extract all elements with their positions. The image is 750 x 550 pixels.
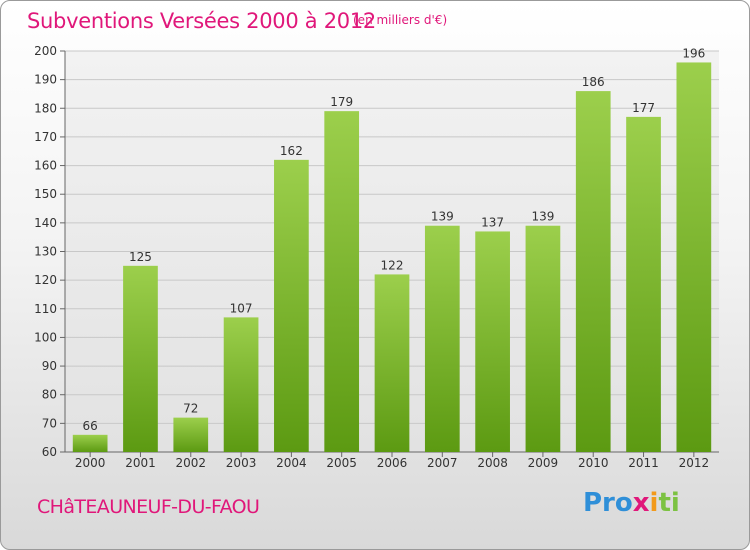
x-tick-label: 2012 (679, 456, 710, 470)
data-label: 137 (481, 215, 504, 229)
y-tick-label: 160 (34, 159, 57, 173)
bar-2001 (123, 265, 158, 452)
x-tick-label: 2010 (578, 456, 609, 470)
bar-2000 (72, 434, 108, 452)
data-label: 179 (330, 95, 353, 109)
x-tick-label: 2002 (175, 456, 206, 470)
x-tick-label: 2003 (226, 456, 257, 470)
data-label: 162 (280, 144, 303, 158)
y-tick-label: 170 (34, 130, 57, 144)
data-label: 186 (582, 75, 605, 89)
bar-2009 (525, 225, 561, 452)
x-tick-label: 2008 (477, 456, 508, 470)
y-tick-label: 90 (42, 359, 57, 373)
x-tick-label: 2005 (326, 456, 357, 470)
data-label: 196 (682, 46, 705, 60)
data-label: 139 (531, 210, 554, 224)
data-label: 125 (129, 250, 152, 264)
data-label: 177 (632, 101, 655, 115)
chart-subtitle: (en milliers d'€) (353, 13, 448, 27)
bar-2011 (626, 116, 661, 452)
x-tick-label: 2009 (528, 456, 559, 470)
logo-part: x (632, 488, 650, 518)
data-label: 107 (230, 301, 253, 315)
y-tick-label: 100 (34, 330, 57, 344)
logo-part: Pro (583, 488, 633, 518)
y-tick-label: 150 (34, 187, 57, 201)
y-tick-label: 110 (34, 302, 57, 316)
y-tick-label: 200 (34, 44, 57, 58)
bar-2002 (173, 417, 209, 452)
y-tick-label: 180 (34, 101, 57, 115)
bar-2004 (274, 159, 309, 453)
y-tick-label: 120 (34, 273, 57, 287)
chart-title: Subventions Versées 2000 à 2012 (27, 9, 376, 33)
y-tick-label: 70 (42, 416, 57, 430)
y-tick-label: 140 (34, 216, 57, 230)
y-tick-label: 80 (42, 388, 57, 402)
bar-2008 (475, 231, 510, 452)
y-tick-label: 60 (42, 445, 57, 459)
proxiti-logo: Proxiti (583, 488, 680, 518)
logo-part: ti (658, 488, 680, 518)
y-tick-label: 190 (34, 73, 57, 87)
data-label: 66 (83, 419, 98, 433)
bar-2005 (324, 111, 360, 453)
data-label: 139 (431, 210, 454, 224)
x-tick-label: 2001 (125, 456, 156, 470)
data-label: 72 (183, 402, 198, 416)
x-tick-label: 2006 (377, 456, 408, 470)
bar-2012 (676, 62, 712, 452)
x-tick-label: 2000 (75, 456, 106, 470)
x-tick-label: 2007 (427, 456, 458, 470)
x-tick-label: 2004 (276, 456, 307, 470)
y-tick-label: 130 (34, 245, 57, 259)
commune-name: CHâTEAUNEUF-DU-FAOU (37, 496, 260, 518)
x-tick-label: 2011 (628, 456, 659, 470)
bar-2003 (223, 317, 259, 452)
data-label: 122 (381, 258, 404, 272)
bar-2007 (424, 225, 460, 452)
logo-part: i (649, 488, 659, 518)
bar-2010 (575, 91, 611, 452)
bar-2006 (374, 274, 410, 452)
